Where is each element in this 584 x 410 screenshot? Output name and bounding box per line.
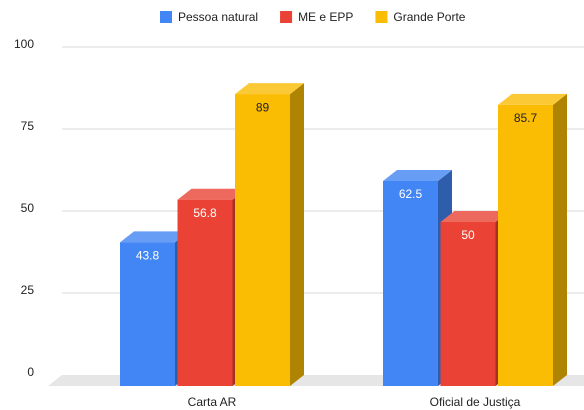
y-tick-label: 25 [21, 283, 35, 297]
bar [177, 199, 233, 386]
bar [235, 94, 290, 386]
data-label: 62.5 [399, 187, 423, 201]
data-label: 50 [461, 228, 475, 242]
x-tick-label: Carta AR [188, 395, 237, 409]
bar [120, 242, 175, 386]
bar-side [290, 83, 304, 386]
bar-top [440, 211, 510, 222]
bar-top [120, 231, 189, 243]
legend-label: Grande Porte [393, 10, 465, 24]
data-label: 56.8 [193, 206, 217, 220]
legend-swatch [375, 11, 388, 23]
data-label: 85.7 [514, 111, 538, 125]
y-tick-label: 75 [21, 119, 35, 133]
bar-top [383, 170, 452, 181]
bar-side [553, 93, 567, 387]
y-tick-label: 50 [21, 201, 35, 215]
y-tick-label: 100 [14, 37, 34, 51]
bar [440, 222, 496, 386]
y-tick-label: 0 [27, 365, 34, 379]
data-label: 89 [256, 100, 270, 114]
bar-top [498, 93, 567, 105]
data-label: 43.8 [136, 249, 160, 263]
legend-swatch [280, 11, 293, 23]
legend-swatch [160, 11, 172, 23]
bar [498, 104, 553, 387]
x-tick-label: Oficial de Justiça [430, 395, 521, 409]
bar [383, 181, 438, 386]
legend-label: ME e EPP [298, 10, 353, 24]
bar-top [235, 83, 304, 95]
bar-top [177, 188, 247, 200]
legend-label: Pessoa natural [178, 10, 258, 24]
